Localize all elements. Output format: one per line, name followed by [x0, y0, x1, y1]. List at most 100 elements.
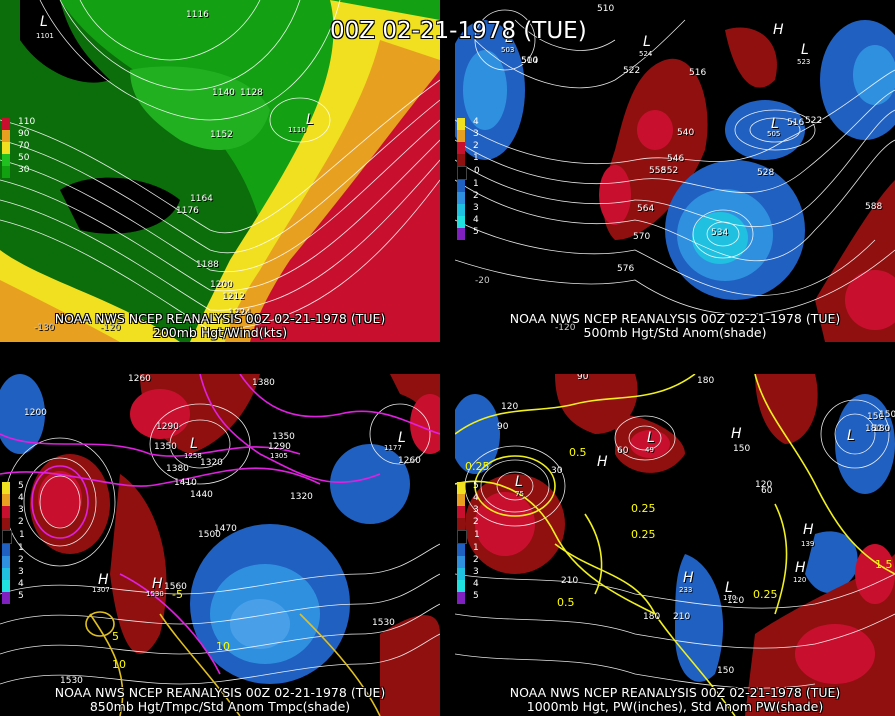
- isotherm-label: 5: [112, 630, 119, 643]
- colorbar-label: 4: [473, 117, 479, 127]
- contour-label: 1260: [128, 374, 151, 384]
- contour-label: 1470: [214, 524, 237, 534]
- panel-200mb: L 1101 L 1110 1116 1140 1128 1152 1164 1…: [0, 0, 440, 342]
- colorbar-label: 1: [473, 153, 479, 163]
- colorbar-swatch: 2: [457, 555, 479, 568]
- colorbar-label: 4: [473, 493, 479, 503]
- colorbar-swatch: 0: [457, 166, 480, 180]
- contour-label: 180: [643, 612, 661, 622]
- colorbar-label: 30: [18, 165, 30, 175]
- contour-label: 1176: [176, 206, 199, 216]
- colorbar-label: 1: [473, 179, 479, 189]
- low-center-label: L: [647, 430, 655, 446]
- contour-label: 1164: [190, 194, 213, 204]
- colorbar-label: 4: [18, 579, 24, 589]
- panel-caption-source: NOAA NWS NCEP REANALYSIS 00Z 02-21-1978 …: [509, 311, 841, 326]
- colorbar-swatch: 90: [2, 129, 29, 142]
- contour-label: 120: [755, 480, 773, 490]
- isotherm-label: 10: [216, 640, 230, 653]
- contour-label: 1560: [164, 582, 187, 592]
- contour-label: 1440: [190, 490, 213, 500]
- colorbar-swatch: 30: [2, 165, 29, 178]
- colorbar-label: 2: [473, 141, 479, 151]
- contour-label: 90: [497, 422, 509, 432]
- pw-label: 0.25: [631, 528, 656, 541]
- colorbar-swatch: 5: [457, 481, 479, 494]
- panel-caption-source: NOAA NWS NCEP REANALYSIS 00Z 02-21-1978 …: [509, 685, 841, 700]
- colorbar-label: 2: [473, 555, 479, 565]
- colorbar: 4 3 2 1 0 1 2 3 4 5: [457, 117, 480, 240]
- colorbar-label: 50: [18, 153, 30, 163]
- map-1000mb: [455, 374, 895, 716]
- colorbar-swatch: 2: [457, 517, 479, 530]
- colorbar-swatch: 5: [457, 227, 479, 240]
- contour-label: 558: [649, 166, 667, 176]
- colorbar-label: 3: [18, 567, 24, 577]
- center-value: 75: [515, 490, 524, 498]
- center-value: 139: [801, 540, 815, 548]
- colorbar-swatch: 1: [457, 543, 479, 556]
- colorbar-label: 5: [473, 227, 479, 237]
- contour-label: 1350: [272, 432, 295, 442]
- colorbar-swatch: 2: [457, 191, 479, 204]
- contour-label: 1380: [166, 464, 189, 474]
- colorbar-swatch: 4: [457, 117, 479, 130]
- pw-label: 0.25: [465, 460, 490, 473]
- colorbar-label: 3: [473, 129, 479, 139]
- colorbar-label: 2: [473, 517, 479, 527]
- colorbar-swatch: 1: [2, 530, 25, 544]
- contour-label: 1128: [240, 88, 263, 98]
- colorbar-swatch: 3: [457, 567, 479, 580]
- colorbar-label: 70: [18, 141, 30, 151]
- contour-label: 1200: [210, 280, 233, 290]
- contour-label: 1116: [186, 10, 209, 20]
- panel-caption-source: NOAA NWS NCEP REANALYSIS 00Z 02-21-1978 …: [54, 685, 386, 700]
- low-center-value: 1101: [36, 32, 54, 40]
- contour-label: 1140: [212, 88, 235, 98]
- colorbar-label: 1: [19, 530, 25, 540]
- panel-500mb: 4 3 2 1 0 1 2 3 4 5 510 522 504 516 540 546 552 5…: [455, 0, 895, 342]
- pw-label: 0.25: [631, 502, 656, 515]
- contour-label: 1410: [174, 478, 197, 488]
- map-title: 00Z 02-21-1978 (TUE): [330, 18, 587, 44]
- panel-caption-field: 500mb Hgt/Std Anom(shade): [583, 325, 767, 340]
- contour-label: 150: [867, 412, 885, 422]
- contour-label: 1290: [156, 422, 179, 432]
- colorbar-swatch: 4: [457, 493, 479, 506]
- panel-caption-field: 200mb Hgt/Wind(kts): [152, 325, 288, 340]
- low-center-label: L: [40, 14, 48, 30]
- map-500mb: [455, 0, 895, 342]
- colorbar-label: 5: [18, 591, 24, 601]
- contour-label: 30: [551, 466, 563, 476]
- low-center-value: 1110: [288, 126, 306, 134]
- contour-label: 1530: [372, 618, 395, 628]
- colorbar-label: 5: [18, 481, 24, 491]
- longitude-label: -130: [34, 323, 55, 333]
- low-center-label: L: [847, 428, 855, 444]
- colorbar-label: 110: [18, 117, 36, 127]
- contour-label: 1152: [210, 130, 233, 140]
- colorbar-swatch: 3: [2, 567, 24, 580]
- contour-label: 516: [787, 118, 805, 128]
- colorbar-label: 0: [474, 166, 480, 176]
- contour-label: 180: [697, 376, 715, 386]
- colorbar: 110 90 70 50 30: [2, 117, 35, 178]
- low-center-value: 503: [501, 46, 515, 54]
- contour-label: 540: [677, 128, 695, 138]
- colorbar-swatch: 4: [2, 579, 24, 592]
- contour-label: 1500: [198, 530, 221, 540]
- contour-label: 1320: [290, 492, 313, 502]
- colorbar: 5 4 3 2 1 1 2 3 4 5: [2, 481, 25, 604]
- contour-label: 1410: [268, 374, 291, 376]
- center-value: 170: [723, 594, 737, 602]
- contour-label: 150: [879, 410, 895, 420]
- low-center-label: L: [190, 436, 198, 452]
- isotherm-label: 10: [112, 658, 126, 671]
- longitude-label: -120: [555, 323, 576, 333]
- colorbar-label: 1: [473, 543, 479, 553]
- colorbar-swatch: 2: [2, 555, 24, 568]
- center-value: 120: [793, 576, 807, 584]
- contour-label: 180: [873, 424, 891, 434]
- colorbar-label: 5: [473, 591, 479, 601]
- high-center-label: H: [683, 570, 694, 586]
